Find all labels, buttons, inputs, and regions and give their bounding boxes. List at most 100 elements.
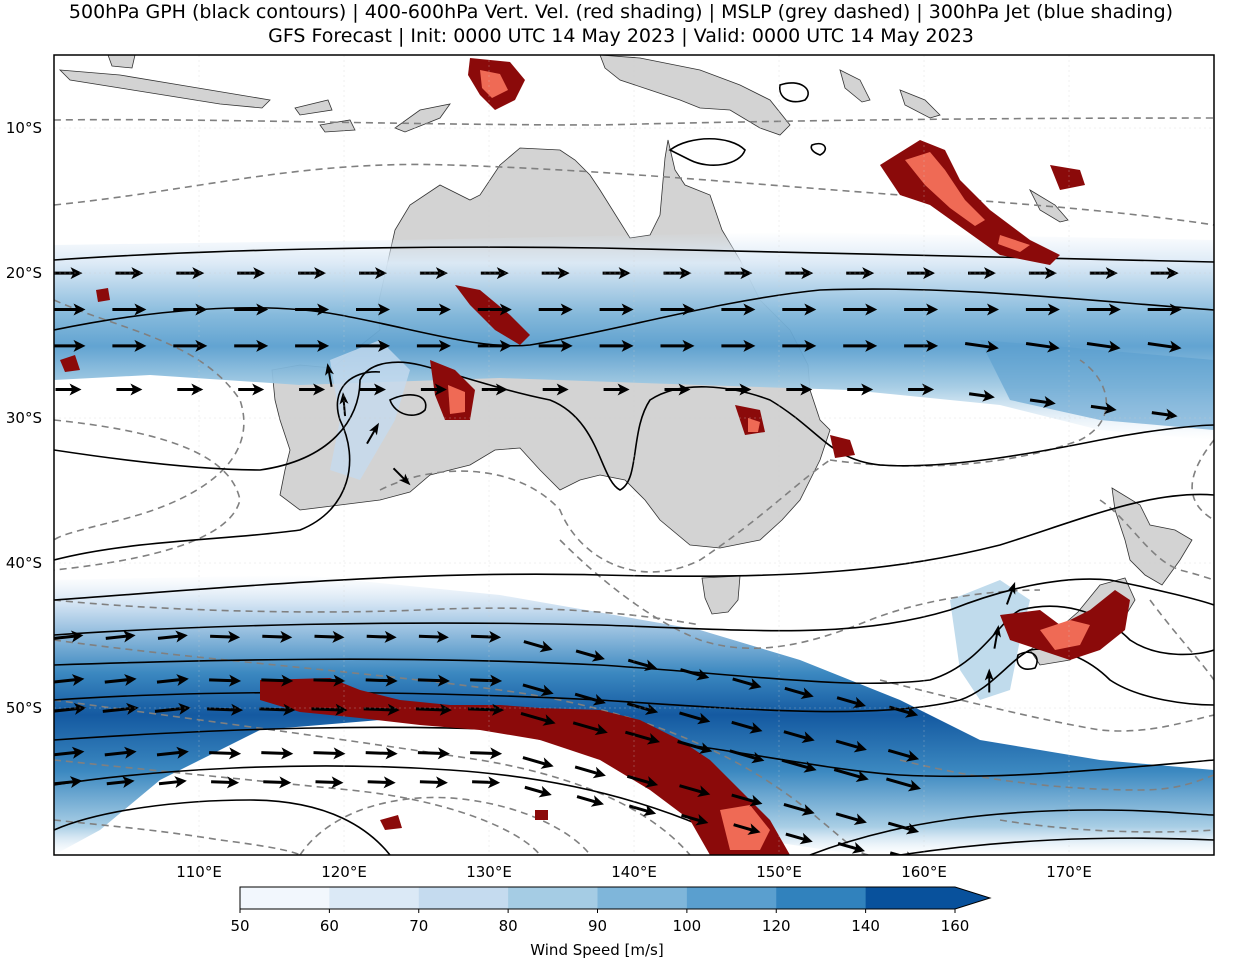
- wind-arrow: [470, 747, 503, 760]
- x-tick-170: 170°E: [1046, 863, 1092, 881]
- y-tick-40s: 40°S: [6, 554, 42, 572]
- wind-arrow: [158, 776, 187, 789]
- wind-arrow: [574, 692, 606, 706]
- wind-arrow: [575, 649, 605, 662]
- wind-arrow: [263, 776, 292, 789]
- colorbar-segment: [865, 887, 956, 909]
- wind-arrow: [837, 841, 865, 854]
- wind-arrow: [112, 339, 147, 352]
- x-tick-150: 150°E: [756, 863, 802, 881]
- wind-arrow: [234, 339, 269, 352]
- wind-arrow: [234, 303, 269, 316]
- wind-arrow: [112, 303, 147, 316]
- y-tick-30s: 30°S: [6, 409, 42, 427]
- wind-arrow: [782, 303, 817, 316]
- y-tick-50s: 50°S: [6, 699, 42, 717]
- wind-arrow: [470, 674, 503, 687]
- wind-arrow: [55, 383, 82, 396]
- wind-arrow: [367, 776, 396, 789]
- colorbar-segment: [240, 887, 330, 909]
- wind-arrow: [481, 383, 508, 396]
- wind-arrow: [209, 674, 242, 687]
- wind-arrow: [157, 630, 188, 643]
- wind-arrow: [419, 776, 448, 789]
- wind-arrow: [209, 747, 242, 760]
- mslp-contours: [54, 117, 1214, 855]
- wind-arrow: [725, 383, 752, 396]
- wind-arrow: [888, 705, 919, 718]
- wind-arrow: [54, 674, 85, 687]
- map-subtitle: GFS Forecast | Init: 0000 UTC 14 May 202…: [268, 25, 974, 47]
- wind-arrow: [660, 303, 695, 316]
- colorbar-segment: [508, 887, 598, 909]
- wind-arrow: [365, 674, 398, 687]
- wind-arrow: [339, 392, 349, 417]
- wind-arrow: [847, 383, 874, 396]
- wind-arrow: [904, 303, 939, 316]
- wind-arrow: [54, 702, 87, 715]
- wind-arrow: [1086, 340, 1121, 353]
- wind-arrow: [54, 339, 86, 352]
- wind-arrow: [781, 758, 817, 773]
- wind-arrow: [325, 363, 334, 387]
- wind-arrow: [1086, 303, 1121, 316]
- wind-arrow: [538, 339, 573, 352]
- wind-arrow: [984, 668, 994, 693]
- wind-arrow: [366, 422, 379, 445]
- wind-arrow: [211, 776, 240, 789]
- wind-arrow: [887, 821, 920, 835]
- wind-arrow: [624, 730, 661, 745]
- wind-arrow: [520, 711, 556, 726]
- wind-arrow: [416, 339, 451, 352]
- wind-arrow: [626, 774, 659, 788]
- wind-arrow: [786, 383, 813, 396]
- colorbar-tick-label: 60: [320, 917, 339, 935]
- wind-arrow: [104, 674, 137, 687]
- wind-arrow: [54, 630, 84, 643]
- wind-arrow: [360, 383, 386, 396]
- wind-arrow: [1147, 303, 1182, 316]
- wind-arrow: [679, 784, 711, 797]
- wind-arrow: [680, 668, 710, 681]
- tasmania-landmass: [701, 575, 741, 615]
- wind-arrow: [968, 389, 995, 402]
- wind-arrow: [660, 339, 695, 352]
- x-axis-ticks: 110°E 120°E 130°E 140°E 150°E 160°E 170°…: [176, 863, 1092, 881]
- wind-arrow: [54, 776, 83, 789]
- colorbar-outline: [239, 886, 992, 910]
- colorbar-tick-label: 90: [588, 917, 607, 935]
- colorbar-tick-label: 120: [762, 917, 791, 935]
- wind-arrow: [468, 703, 505, 716]
- wind-arrow: [992, 625, 1001, 649]
- wind-arrow: [964, 340, 999, 353]
- wind-arrow: [843, 339, 878, 352]
- wind-arrow: [731, 793, 763, 807]
- wind-arrow: [313, 747, 346, 760]
- x-tick-160: 160°E: [901, 863, 947, 881]
- solomon-islands: [839, 69, 941, 119]
- wind-arrow: [295, 339, 330, 352]
- wind-arrow: [538, 303, 573, 316]
- island-small-3: [394, 103, 451, 133]
- x-tick-130: 130°E: [466, 863, 512, 881]
- wind-arrow: [238, 383, 265, 396]
- wind-arrow: [835, 739, 867, 753]
- wind-arrow: [477, 339, 512, 352]
- x-tick-110: 110°E: [176, 863, 222, 881]
- colorbar-segment: [597, 887, 688, 909]
- wind-arrow: [677, 740, 713, 754]
- wind-arrow: [173, 339, 208, 352]
- map-plot-area: [54, 55, 1214, 855]
- colorbar-tick-label: 140: [851, 917, 880, 935]
- wind-arrow: [887, 748, 920, 762]
- wind-arrow: [102, 702, 139, 715]
- wind-arrow: [116, 383, 143, 396]
- colorbar-extend-triangle: [955, 887, 990, 909]
- x-tick-140: 140°E: [611, 863, 657, 881]
- wind-arrow: [889, 851, 918, 855]
- wind-arrow: [885, 777, 922, 792]
- jet-north-tail: [980, 340, 1214, 430]
- wind-arrow: [599, 303, 634, 316]
- wind-arrow: [417, 747, 450, 760]
